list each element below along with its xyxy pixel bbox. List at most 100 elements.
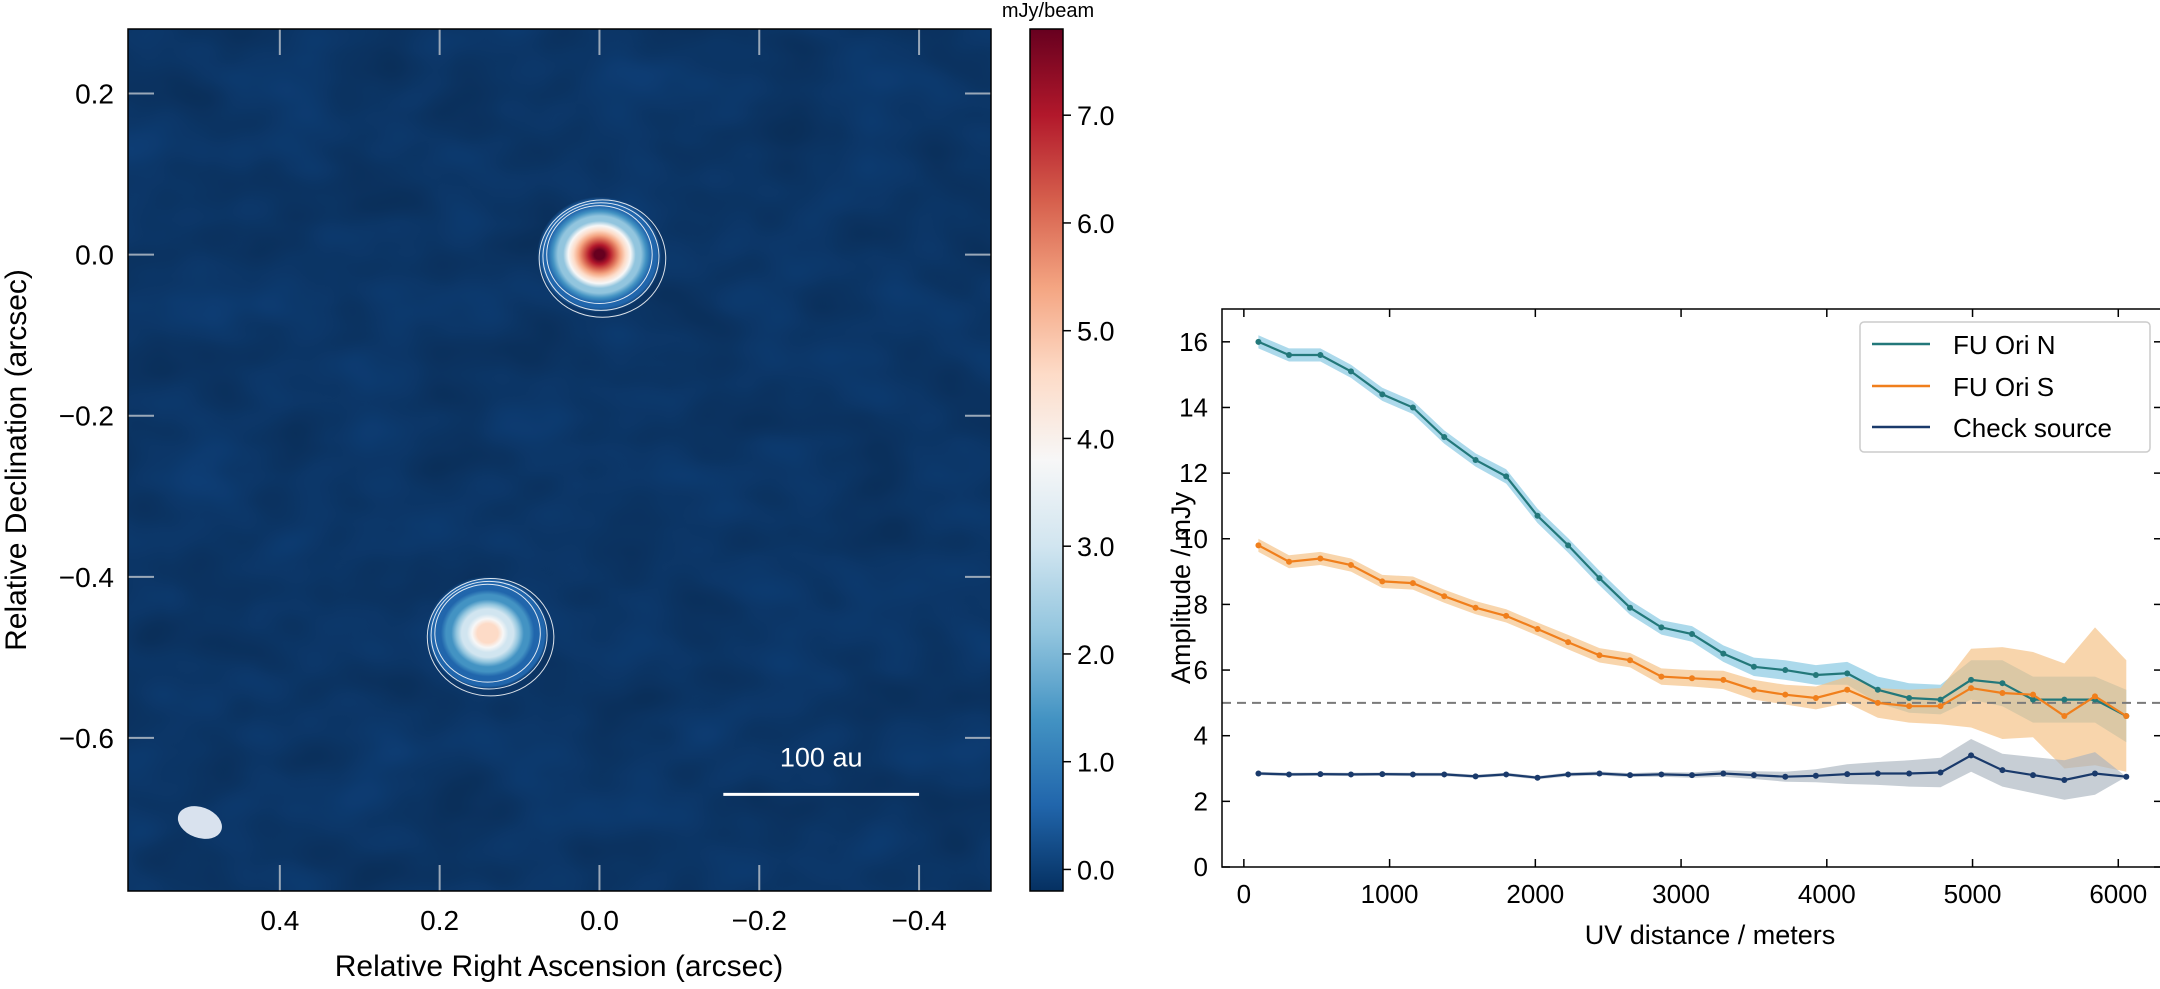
point-fu-ori-s xyxy=(1658,673,1665,680)
point-fu-ori-n xyxy=(1379,391,1386,398)
colorbar-tick-label: 7.0 xyxy=(1077,101,1115,131)
point-fu-ori-s xyxy=(2091,693,2098,700)
point-fu-ori-s xyxy=(1565,639,1572,646)
point-fu-ori-n xyxy=(1720,650,1727,657)
point-fu-ori-n xyxy=(1812,671,1819,678)
image-x-tick-label: −0.4 xyxy=(891,905,946,936)
point-fu-ori-n xyxy=(1503,473,1510,480)
point-fu-ori-n xyxy=(1689,630,1695,637)
point-fu-ori-n xyxy=(1255,338,1262,345)
point-check-source xyxy=(1255,770,1262,777)
plot-frame xyxy=(1221,308,2160,868)
point-fu-ori-n xyxy=(1750,663,1757,670)
point-fu-ori-s xyxy=(1596,652,1603,659)
point-check-source xyxy=(1472,773,1479,780)
colorbar-tick-label: 6.0 xyxy=(1077,209,1115,239)
point-fu-ori-n xyxy=(1347,368,1354,375)
point-check-source xyxy=(1720,770,1727,777)
contours-layer xyxy=(426,199,667,697)
plot-y-tick-label: 14 xyxy=(1179,392,1208,422)
image-y-tick-label: −0.2 xyxy=(59,401,114,432)
point-fu-ori-s xyxy=(1347,562,1354,569)
point-fu-ori-s xyxy=(2123,713,2130,720)
point-fu-ori-n xyxy=(1844,670,1851,677)
point-fu-ori-s xyxy=(1627,657,1634,664)
image-x-tick-label: 0.2 xyxy=(420,905,459,936)
point-check-source xyxy=(1689,772,1695,779)
point-fu-ori-n xyxy=(1596,575,1603,582)
source-2-contour-1 xyxy=(434,583,541,683)
plot-x-axis-label: UV distance / meters xyxy=(1585,920,1836,950)
plot-x-tick-label: 0 xyxy=(1237,879,1251,909)
amplitude-plot: 0 1000 2000 3000 4000 5000 6000 0 2 4 6 8 10 12 14 16 U… xyxy=(1166,308,2160,950)
source-2 xyxy=(425,575,550,692)
point-check-source xyxy=(1596,770,1603,777)
point-fu-ori-n xyxy=(1782,667,1789,674)
point-check-source xyxy=(2030,772,2037,779)
colorbar-tick-label: 1.0 xyxy=(1077,748,1115,778)
point-check-source xyxy=(2061,777,2068,784)
point-fu-ori-s xyxy=(1503,612,1510,619)
image-axis-ticks: 0.4 0.2 0.0 −0.2 −0.4 0.2 0.0 −0.2 −0.4 −0.6 xyxy=(59,29,991,936)
point-fu-ori-n xyxy=(1565,542,1572,549)
point-fu-ori-n xyxy=(1874,686,1881,693)
plot-y-tick-label: 4 xyxy=(1194,721,1208,751)
point-fu-ori-n xyxy=(2030,696,2037,703)
point-check-source xyxy=(1782,773,1789,780)
legend-box xyxy=(1859,321,2151,453)
point-check-source xyxy=(2123,773,2130,780)
colorbar-tick-label: 5.0 xyxy=(1077,317,1115,347)
point-check-source xyxy=(1503,771,1510,778)
point-fu-ori-s xyxy=(1255,542,1262,549)
point-check-source xyxy=(1999,767,2006,774)
series-lines xyxy=(1255,338,2130,784)
sources-layer xyxy=(425,196,662,692)
plot-x-tick-label: 3000 xyxy=(1652,879,1710,909)
image-x-tick-label: 0.4 xyxy=(260,905,299,936)
point-fu-ori-s xyxy=(1689,675,1695,682)
plot-axis-ticks: 0 1000 2000 3000 4000 5000 6000 0 2 4 6 8 10 12 14 16 xyxy=(1179,309,2160,909)
plot-x-tick-label: 1000 xyxy=(1361,879,1419,909)
plot-y-tick-label: 12 xyxy=(1179,458,1208,488)
point-fu-ori-n xyxy=(2061,696,2068,703)
point-check-source xyxy=(1441,771,1448,778)
point-check-source xyxy=(1874,770,1881,777)
image-x-tick-label: −0.2 xyxy=(732,905,787,936)
point-fu-ori-s xyxy=(1317,555,1324,562)
point-check-source xyxy=(2091,770,2098,777)
point-fu-ori-s xyxy=(1286,558,1293,565)
plot-y-tick-label: 6 xyxy=(1194,655,1208,685)
source-1-contour-1 xyxy=(546,205,653,304)
point-fu-ori-s xyxy=(1968,685,1975,692)
point-fu-ori-s xyxy=(1999,690,2006,697)
point-check-source xyxy=(1347,771,1354,778)
legend-label-fu-ori-n: FU Ori N xyxy=(1953,330,2056,360)
plot-x-tick-label: 6000 xyxy=(2089,879,2147,909)
image-panel: 100 au 0.4 0.2 0.0 −0.2 −0.4 0.2 0.0 −0.2 −0.4 −0… xyxy=(0,28,992,983)
point-fu-ori-s xyxy=(1472,604,1479,611)
image-y-tick-label: −0.6 xyxy=(59,723,114,754)
colorbar-tick-label: 4.0 xyxy=(1077,424,1115,454)
point-fu-ori-s xyxy=(1720,676,1727,683)
point-fu-ori-s xyxy=(1782,691,1789,698)
plot-x-tick-label: 4000 xyxy=(1798,879,1856,909)
band-fu-ori-s xyxy=(1258,538,2127,772)
image-x-tick-label: 0.0 xyxy=(580,905,619,936)
point-fu-ori-s xyxy=(1906,703,1913,710)
point-fu-ori-s xyxy=(1534,626,1541,633)
point-fu-ori-n xyxy=(1441,434,1448,441)
image-x-axis-label: Relative Right Ascension (arcsec) xyxy=(335,950,784,983)
point-check-source xyxy=(1317,771,1324,778)
error-bands xyxy=(1258,335,2127,800)
point-fu-ori-n xyxy=(1968,676,1975,683)
point-fu-ori-s xyxy=(1441,593,1448,600)
point-fu-ori-n xyxy=(1999,680,2006,687)
point-check-source xyxy=(1906,770,1913,777)
image-noise xyxy=(128,29,991,891)
point-fu-ori-n xyxy=(1409,404,1416,411)
image-y-tick-label: −0.4 xyxy=(59,562,114,593)
plot-y-tick-label: 8 xyxy=(1194,589,1208,619)
point-check-source xyxy=(1565,771,1572,778)
beam-ellipse xyxy=(177,806,222,839)
